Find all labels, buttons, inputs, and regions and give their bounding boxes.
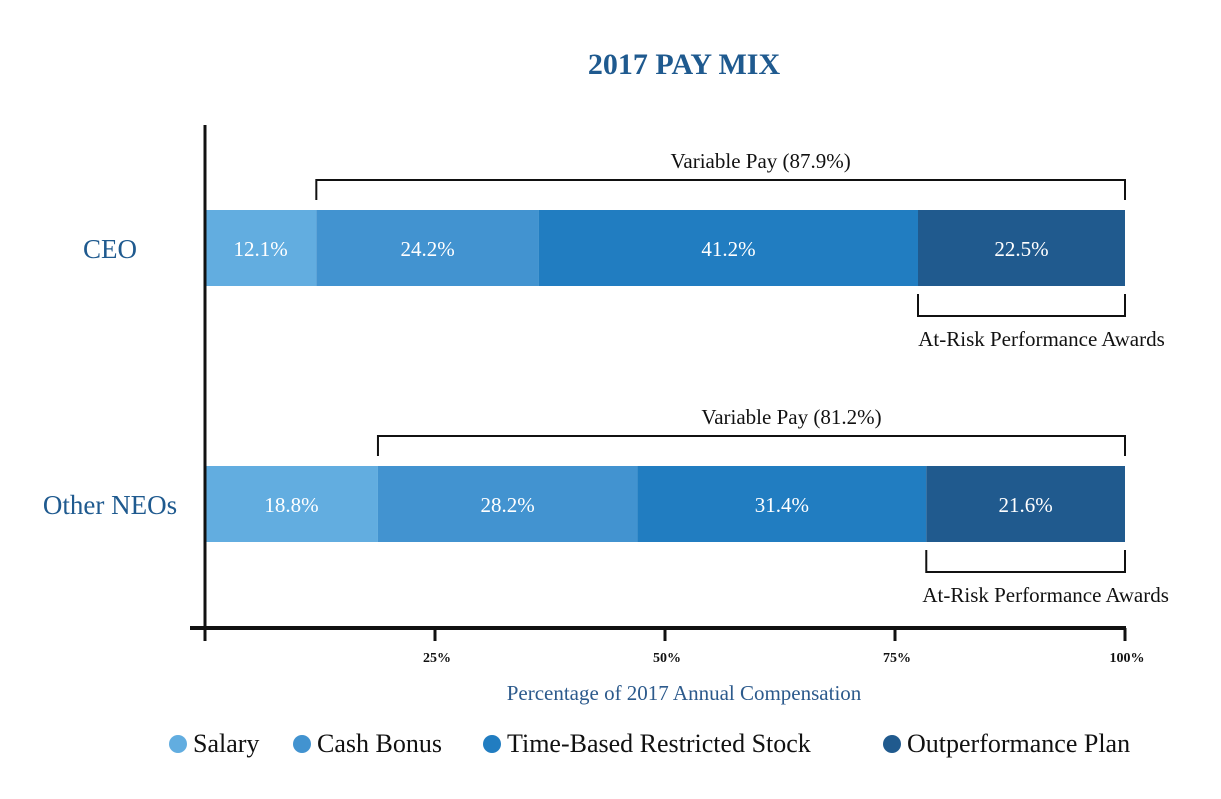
legend-swatch-icon [483, 735, 501, 753]
legend-swatch-icon [883, 735, 901, 753]
at-risk-label: At-Risk Performance Awards [918, 327, 1165, 351]
legend-swatch-icon [169, 735, 187, 753]
legend-label: Cash Bonus [317, 729, 442, 758]
legend-item: Salary [169, 729, 259, 758]
data-label: 24.2% [401, 237, 455, 261]
bar-segment [918, 210, 1125, 286]
bar-segment [538, 210, 918, 286]
legend-item: Outperformance Plan [883, 729, 1130, 758]
data-label: 12.1% [234, 237, 288, 261]
data-label: 21.6% [999, 493, 1053, 517]
bar-segment [377, 466, 638, 542]
legend-item: Time-Based Restricted Stock [483, 729, 811, 758]
x-axis-label: Percentage of 2017 Annual Compensation [507, 681, 862, 705]
bar-segment [205, 466, 378, 542]
at-risk-bracket [925, 550, 1126, 573]
legend-label: Time-Based Restricted Stock [507, 729, 811, 758]
chart-title: 2017 PAY MIX [588, 48, 781, 81]
category-label: Other NEOs [43, 490, 177, 520]
at-risk-label: At-Risk Performance Awards [922, 583, 1169, 607]
bar-segment [637, 466, 927, 542]
legend-label: Outperformance Plan [907, 729, 1130, 758]
at-risk-bracket [917, 294, 1126, 317]
bar-segment [926, 466, 1125, 542]
x-tick-label: 75% [883, 651, 911, 666]
category-label: CEO [83, 234, 137, 264]
data-label: 22.5% [994, 237, 1048, 261]
legend-item: Cash Bonus [293, 729, 442, 758]
data-label: 28.2% [481, 493, 535, 517]
x-tick-label: 100% [1110, 651, 1145, 666]
legend-swatch-icon [293, 735, 311, 753]
x-tick-label: 25% [423, 651, 451, 666]
data-label: 18.8% [264, 493, 318, 517]
variable-pay-label: Variable Pay (87.9%) [671, 149, 851, 173]
x-tick-label: 50% [653, 651, 681, 666]
variable-pay-label: Variable Pay (81.2%) [701, 405, 881, 429]
bar-segment [205, 210, 317, 286]
bar-segment [316, 210, 539, 286]
data-label: 41.2% [701, 237, 755, 261]
variable-pay-bracket [376, 435, 1126, 456]
legend-label: Salary [193, 729, 259, 758]
data-label: 31.4% [755, 493, 809, 517]
variable-pay-bracket [315, 179, 1126, 200]
